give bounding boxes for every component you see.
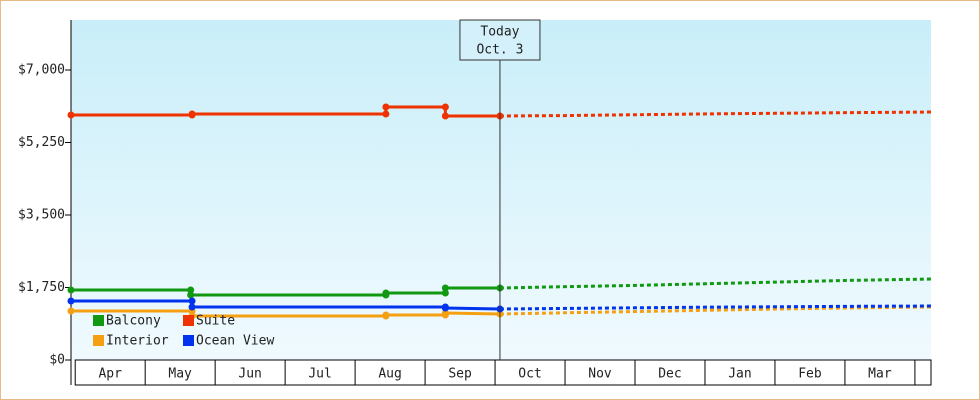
- legend-label: Suite: [196, 314, 235, 329]
- legend-swatch: [183, 315, 194, 326]
- point: [441, 309, 449, 317]
- x-tick-label: Oct: [518, 367, 541, 382]
- point: [188, 110, 196, 118]
- point: [382, 110, 390, 118]
- x-tick-label: Jun: [238, 367, 261, 382]
- y-tick-label: $3,500: [18, 208, 65, 223]
- x-axis-band: [74, 359, 932, 386]
- x-tick-label: Mar: [868, 367, 892, 382]
- point: [441, 103, 449, 111]
- legend-swatch: [93, 315, 104, 326]
- point: [188, 297, 196, 305]
- y-tick-label: $7,000: [18, 63, 65, 78]
- x-tick-label: Sep: [448, 367, 472, 382]
- forecast-line: [499, 304, 932, 311]
- legend-label: Interior: [106, 334, 169, 349]
- legend-swatch: [93, 335, 104, 346]
- point: [382, 289, 390, 297]
- point: [441, 304, 449, 312]
- plot-area: [71, 20, 931, 360]
- legend-swatch: [183, 335, 194, 346]
- point: [382, 311, 390, 319]
- point: [67, 297, 75, 305]
- series-line: [71, 299, 500, 311]
- x-tick-label: May: [168, 367, 192, 382]
- x-tick-label: Feb: [798, 367, 822, 382]
- point: [441, 289, 449, 297]
- y-tick-label: $5,250: [18, 135, 65, 150]
- x-tick-label: Jul: [308, 367, 331, 382]
- point: [441, 112, 449, 120]
- today-label: Today: [480, 25, 519, 40]
- y-tick-label: $1,750: [18, 280, 65, 295]
- x-tick-label: Jan: [728, 367, 751, 382]
- forecast-line: [499, 305, 932, 316]
- point: [67, 111, 75, 119]
- point: [67, 286, 75, 294]
- legend-label: Balcony: [106, 314, 161, 329]
- x-tick-label: Dec: [658, 367, 681, 382]
- y-tick-label: $0: [49, 353, 65, 368]
- point: [441, 284, 449, 292]
- forecast-line: [499, 110, 932, 118]
- point: [188, 303, 196, 311]
- x-tick-label: Nov: [588, 367, 612, 382]
- today-box: [459, 19, 541, 61]
- x-tick-label: Aug: [378, 367, 401, 382]
- point: [67, 307, 75, 315]
- point: [187, 291, 195, 299]
- point: [382, 103, 390, 111]
- legend-label: Ocean View: [196, 334, 274, 349]
- x-tick-label: Apr: [98, 367, 122, 382]
- point: [187, 286, 195, 294]
- forecast-line: [499, 277, 932, 290]
- today-date: Oct. 3: [476, 43, 523, 58]
